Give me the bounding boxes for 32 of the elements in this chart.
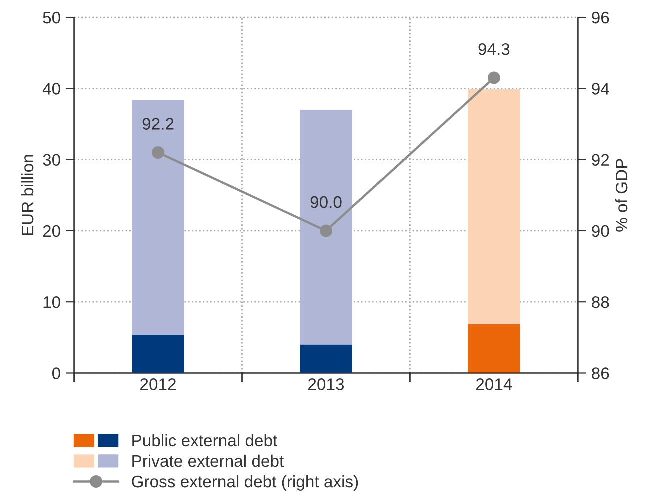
y-tick-label: 30 — [43, 154, 60, 166]
y-tick-label: 50 — [43, 12, 60, 24]
data-label: 94.3 — [478, 43, 510, 56]
bar — [132, 100, 184, 335]
legend-label: Gross external debt (right axis) — [132, 475, 358, 491]
y-tick-label: 10 — [44, 296, 60, 308]
x-tick-label: 2013 — [308, 378, 344, 390]
y-tick-label: 0 — [52, 368, 60, 380]
legend-label: Private external debt — [132, 454, 284, 468]
point — [152, 146, 165, 159]
y2-tick-label: 86 — [592, 368, 610, 380]
bar — [468, 89, 520, 324]
y2-tick-label: 88 — [592, 296, 610, 308]
y-tick-label: 40 — [42, 83, 60, 95]
x-tick-label: 2012 — [140, 378, 176, 390]
data-label: 90.0 — [310, 196, 342, 208]
y2-tick-label: 96 — [592, 12, 610, 24]
bar — [300, 110, 352, 345]
bar — [300, 344, 352, 374]
y-tick-label: 20 — [43, 225, 60, 238]
bar — [132, 334, 184, 374]
y2-axis-title: % of GDP — [615, 159, 628, 232]
x-tick-label: 2014 — [476, 378, 512, 390]
y2-tick-label: 92 — [592, 154, 610, 166]
data-label: 92.2 — [142, 118, 174, 130]
legend-label: Public external debt — [132, 434, 278, 447]
y2-tick-label: 90 — [592, 225, 610, 238]
y-axis-title: EUR billion — [21, 155, 34, 236]
point — [488, 72, 500, 84]
y2-tick-label: 94 — [592, 83, 610, 95]
point — [320, 224, 332, 238]
bar — [468, 324, 520, 374]
